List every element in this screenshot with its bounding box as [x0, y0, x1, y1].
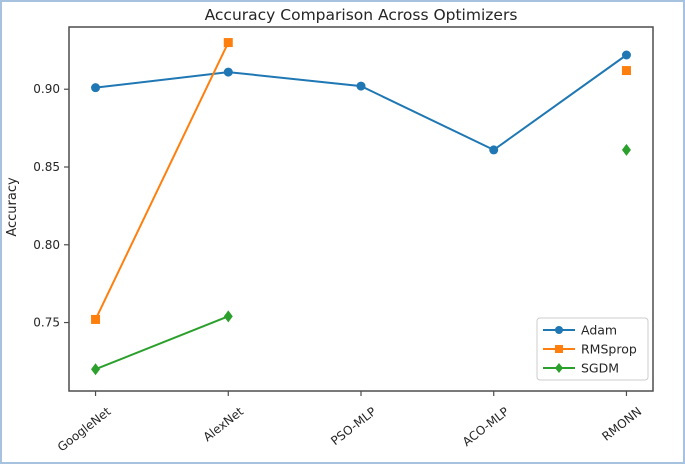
y-axis-label: Accuracy: [5, 177, 20, 237]
marker-adam-googlenet: [91, 83, 101, 93]
legend-box: [536, 317, 649, 381]
x-tick-label-rmonn: RMONN: [599, 404, 644, 443]
legend-label-adam: Adam: [581, 323, 617, 338]
legend-marker-square-icon: [555, 345, 563, 353]
marker-sgdm-alexnet: [223, 310, 233, 323]
y-tick-label: 0.90: [33, 82, 60, 96]
legend-item-adam: Adam: [543, 323, 617, 338]
legend-item-rmsprop: RMSprop: [543, 342, 637, 357]
marker-sgdm-rmonn: [621, 143, 631, 156]
legend-label-sgdm: SGDM: [581, 361, 619, 376]
marker-rmsprop-googlenet: [91, 314, 101, 324]
series-line-sgdm: [94, 315, 230, 371]
y-tick-label: 0.80: [33, 238, 60, 252]
x-tick-label-alexnet: AlexNet: [201, 404, 247, 444]
x-tick-label-pso-mlp: PSO-MLP: [328, 404, 379, 448]
x-tick-label-googlenet: GoogleNet: [55, 404, 114, 454]
marker-adam-rmonn: [621, 50, 631, 60]
series-line-adam: [94, 54, 628, 152]
marker-adam-pso-mlp: [356, 81, 366, 91]
y-tick-label: 0.85: [33, 160, 60, 174]
legend-label-rmsprop: RMSprop: [581, 342, 637, 357]
marker-sgdm-googlenet: [91, 363, 101, 376]
legend-marker-circle-icon: [555, 326, 563, 334]
marker-adam-aco-mlp: [489, 145, 499, 155]
legend: Adam RMSprop SGDM: [536, 317, 649, 381]
y-tick-label: 0.75: [33, 316, 60, 330]
x-tick-label-aco-mlp: ACO-MLP: [460, 404, 512, 449]
series-line-rmsprop: [94, 41, 230, 321]
chart-title: Accuracy Comparison Across Optimizers: [205, 6, 518, 24]
legend-marker-diamond-icon: [555, 363, 563, 373]
marker-rmsprop-rmonn: [621, 66, 631, 76]
marker-rmsprop-alexnet: [223, 38, 233, 48]
legend-item-sgdm: SGDM: [543, 361, 619, 376]
marker-adam-alexnet: [223, 67, 233, 77]
